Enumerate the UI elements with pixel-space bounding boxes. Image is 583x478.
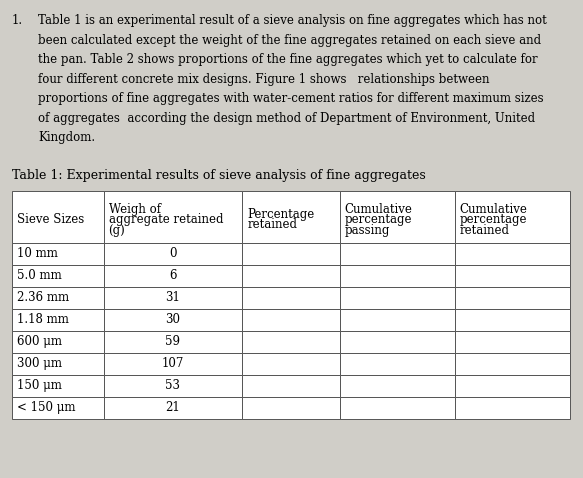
Text: Table 1 is an experimental result of a sieve analysis on fine aggregates which h: Table 1 is an experimental result of a s… — [38, 14, 547, 27]
Text: 53: 53 — [166, 379, 180, 392]
Bar — [340, 242, 455, 264]
Bar — [243, 352, 340, 374]
Bar — [340, 374, 455, 396]
Text: aggregate retained: aggregate retained — [108, 213, 223, 226]
Bar — [455, 352, 570, 374]
Bar — [243, 242, 340, 264]
Text: Sieve Sizes: Sieve Sizes — [17, 213, 85, 226]
Text: 31: 31 — [166, 291, 180, 304]
Bar — [243, 330, 340, 352]
Bar — [455, 374, 570, 396]
Bar — [104, 374, 243, 396]
Text: 300 μm: 300 μm — [17, 357, 62, 370]
Bar — [12, 396, 104, 419]
Bar — [340, 308, 455, 330]
Bar — [455, 242, 570, 264]
Bar — [243, 191, 340, 242]
Bar — [243, 286, 340, 308]
Bar — [243, 396, 340, 419]
Bar — [104, 330, 243, 352]
Bar — [12, 191, 104, 242]
Bar — [12, 374, 104, 396]
Text: passing: passing — [345, 224, 390, 237]
Text: of aggregates  according the design method of Department of Environment, United: of aggregates according the design metho… — [38, 111, 535, 124]
Bar — [455, 330, 570, 352]
Text: 5.0 mm: 5.0 mm — [17, 269, 62, 282]
Bar — [340, 352, 455, 374]
Bar — [340, 330, 455, 352]
Bar — [12, 330, 104, 352]
Bar — [455, 308, 570, 330]
Text: < 150 μm: < 150 μm — [17, 401, 76, 414]
Text: been calculated except the weight of the fine aggregates retained on each sieve : been calculated except the weight of the… — [38, 33, 541, 46]
Text: proportions of fine aggregates with water-cement ratios for different maximum si: proportions of fine aggregates with wate… — [38, 92, 543, 105]
Bar — [12, 286, 104, 308]
Text: 107: 107 — [161, 357, 184, 370]
Bar — [455, 396, 570, 419]
Text: 59: 59 — [166, 335, 180, 348]
Text: Table 1: Experimental results of sieve analysis of fine aggregates: Table 1: Experimental results of sieve a… — [12, 169, 426, 182]
Bar — [455, 264, 570, 286]
Bar — [12, 352, 104, 374]
Text: 21: 21 — [166, 401, 180, 414]
Bar — [12, 264, 104, 286]
Bar — [104, 308, 243, 330]
Text: 30: 30 — [166, 313, 180, 326]
Bar — [455, 286, 570, 308]
Bar — [104, 286, 243, 308]
Bar — [243, 374, 340, 396]
Bar — [243, 264, 340, 286]
Text: 1.18 mm: 1.18 mm — [17, 313, 69, 326]
Bar — [340, 286, 455, 308]
Bar — [12, 242, 104, 264]
Text: four different concrete mix designs. Figure 1 shows   relationships between: four different concrete mix designs. Fig… — [38, 73, 490, 86]
Bar — [104, 191, 243, 242]
Bar — [340, 264, 455, 286]
Bar — [455, 191, 570, 242]
Text: 600 μm: 600 μm — [17, 335, 62, 348]
Text: Percentage: Percentage — [247, 208, 315, 221]
Bar — [243, 308, 340, 330]
Text: 6: 6 — [169, 269, 177, 282]
Bar — [340, 396, 455, 419]
Bar — [104, 264, 243, 286]
Text: retained: retained — [460, 224, 510, 237]
Text: percentage: percentage — [345, 213, 412, 226]
Bar — [12, 308, 104, 330]
Text: 10 mm: 10 mm — [17, 247, 58, 260]
Text: Cumulative: Cumulative — [460, 203, 528, 216]
Bar — [104, 396, 243, 419]
Text: 0: 0 — [169, 247, 177, 260]
Text: Cumulative: Cumulative — [345, 203, 413, 216]
Text: 1.: 1. — [12, 14, 23, 27]
Bar — [104, 242, 243, 264]
Bar — [340, 191, 455, 242]
Text: percentage: percentage — [460, 213, 528, 226]
Text: retained: retained — [247, 218, 297, 231]
Text: the pan. Table 2 shows proportions of the fine aggregates which yet to calculate: the pan. Table 2 shows proportions of th… — [38, 53, 538, 66]
Text: Weigh of: Weigh of — [108, 203, 160, 216]
Bar — [104, 352, 243, 374]
Text: 150 μm: 150 μm — [17, 379, 62, 392]
Text: Kingdom.: Kingdom. — [38, 131, 95, 144]
Text: (g): (g) — [108, 224, 125, 237]
Text: 2.36 mm: 2.36 mm — [17, 291, 69, 304]
